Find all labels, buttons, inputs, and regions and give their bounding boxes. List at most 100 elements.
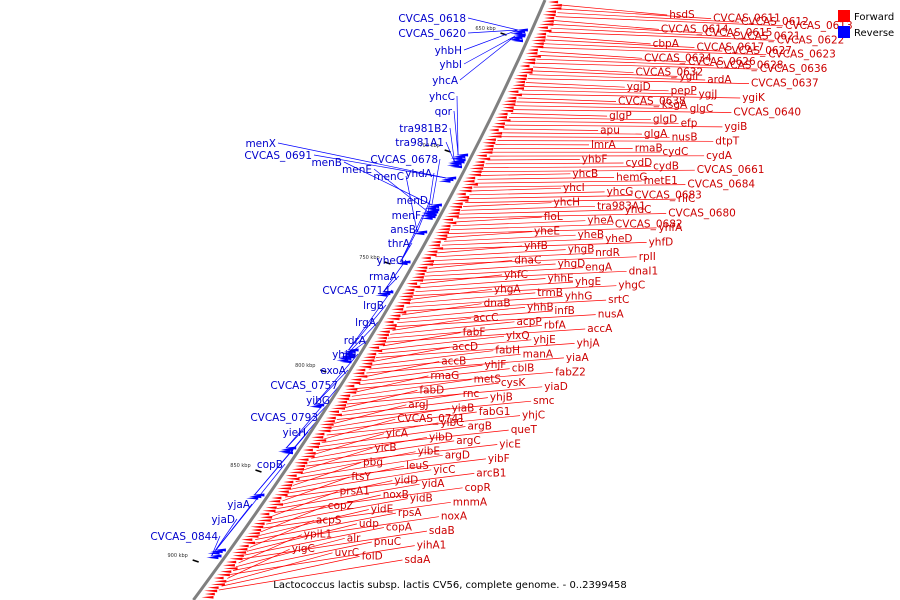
forward-gene-label: argC bbox=[456, 435, 481, 447]
reverse-gene-label: menC bbox=[373, 171, 404, 183]
leader-line bbox=[244, 527, 384, 556]
leader-line bbox=[550, 27, 731, 38]
reverse-gene-arrow bbox=[438, 179, 451, 183]
leader-line bbox=[552, 24, 703, 34]
forward-gene-arrow bbox=[495, 116, 507, 119]
forward-gene-label: yhhB bbox=[527, 301, 554, 313]
forward-gene-arrow bbox=[389, 314, 401, 317]
leader-line bbox=[383, 259, 407, 293]
leader-line bbox=[408, 292, 536, 304]
legend-swatch bbox=[838, 26, 850, 38]
forward-gene-label: yihA1 bbox=[417, 540, 447, 552]
forward-gene-label: argJ bbox=[408, 399, 428, 411]
forward-gene-arrow bbox=[320, 426, 332, 429]
leader-line bbox=[450, 223, 613, 231]
forward-gene-label: CVCAS_0637 bbox=[751, 78, 819, 90]
reverse-gene-arrow bbox=[206, 556, 219, 560]
forward-gene-arrow bbox=[319, 423, 334, 426]
leader-line bbox=[512, 109, 732, 113]
forward-gene-labels: hsdS CVCAS_0611CVCAS_0612CVCAS_0613CVCAS_… bbox=[292, 9, 853, 566]
forward-gene-arrow bbox=[256, 519, 271, 522]
forward-gene-arrow bbox=[309, 442, 321, 445]
leader-line bbox=[458, 209, 623, 215]
forward-gene-arrow bbox=[491, 125, 505, 129]
leader-line bbox=[501, 132, 642, 135]
forward-gene-label: rliC bbox=[678, 193, 695, 205]
forward-gene-arrow bbox=[413, 269, 427, 273]
forward-gene-label: yibF bbox=[488, 453, 510, 465]
forward-gene-arrow bbox=[497, 112, 508, 116]
forward-gene-arrow bbox=[490, 132, 503, 135]
forward-gene-arrow bbox=[247, 532, 260, 535]
leader-line bbox=[467, 195, 633, 200]
forward-gene-label: yhbF bbox=[582, 153, 608, 165]
forward-gene-arrow bbox=[381, 327, 396, 330]
forward-gene-arrow bbox=[399, 298, 411, 301]
forward-gene-label: cydC bbox=[662, 146, 688, 158]
leader-line bbox=[532, 66, 634, 74]
forward-gene-label: fabZ2 bbox=[555, 366, 586, 378]
reverse-gene-arrow bbox=[207, 551, 220, 555]
leader-line bbox=[469, 191, 605, 196]
reverse-gene-arrow bbox=[446, 163, 459, 167]
forward-gene-arrow bbox=[536, 26, 548, 29]
forward-gene-label: yidD bbox=[394, 475, 418, 487]
scale-tick bbox=[192, 559, 199, 563]
forward-gene-arrow bbox=[483, 144, 494, 148]
leader-line bbox=[230, 545, 415, 575]
reverse-gene-arrow bbox=[424, 206, 437, 210]
reverse-gene-label: CVCAS_0691 bbox=[244, 150, 312, 162]
forward-gene-arrow bbox=[440, 224, 451, 228]
leader-line bbox=[277, 142, 447, 179]
forward-gene-label: cydA bbox=[706, 150, 733, 162]
reverse-gene-arrow bbox=[284, 446, 297, 450]
forward-gene-label: CVCAS_0640 bbox=[733, 107, 801, 119]
forward-gene-label: accD bbox=[452, 341, 478, 353]
forward-gene-arrow bbox=[512, 84, 525, 87]
forward-gene-label: CVCAS_0632 bbox=[636, 67, 704, 79]
leader-line bbox=[375, 343, 575, 358]
leader-line bbox=[419, 274, 503, 285]
forward-gene-arrow bbox=[467, 173, 481, 177]
forward-gene-arrow bbox=[274, 493, 288, 497]
forward-gene-arrow bbox=[220, 570, 232, 573]
leader-line bbox=[426, 263, 556, 273]
forward-gene-label: CVCAS_0683 bbox=[634, 190, 702, 202]
forward-gene-arrow bbox=[377, 336, 387, 340]
leader-line bbox=[461, 205, 596, 211]
leader-line bbox=[410, 288, 492, 300]
forward-gene-arrow bbox=[223, 567, 238, 570]
forward-gene-label: argB bbox=[468, 421, 492, 433]
forward-gene-arrow bbox=[435, 231, 449, 234]
forward-gene-label: arcB1 bbox=[476, 467, 506, 479]
forward-gene-label: acpP bbox=[517, 316, 542, 328]
forward-gene-arrow bbox=[455, 192, 466, 196]
forward-gene-arrow bbox=[513, 77, 527, 81]
leader-line bbox=[274, 487, 463, 513]
reverse-gene-label: menE bbox=[342, 164, 372, 176]
forward-gene-label: engA bbox=[585, 262, 613, 274]
reverse-gene-arrow bbox=[278, 449, 291, 453]
forward-gene-arrow bbox=[280, 484, 293, 487]
leader-line bbox=[303, 447, 373, 471]
forward-gene-label: dnaB bbox=[484, 298, 511, 310]
leader-line bbox=[341, 393, 461, 413]
leader-line bbox=[285, 384, 341, 449]
leader-line bbox=[479, 173, 571, 176]
forward-gene-label: dtpT bbox=[715, 135, 739, 147]
leader-line bbox=[449, 127, 455, 163]
leader-line bbox=[344, 390, 418, 409]
leader-line bbox=[313, 369, 349, 406]
forward-gene-arrow bbox=[427, 244, 440, 247]
forward-gene-label: yhcH bbox=[554, 197, 581, 209]
leader-line bbox=[241, 530, 427, 560]
forward-gene-arrow bbox=[533, 36, 546, 39]
reverse-gene-label: CVCAS_0757 bbox=[270, 380, 338, 392]
leader-line bbox=[534, 62, 758, 70]
leader-line bbox=[518, 97, 617, 102]
leader-line bbox=[557, 12, 740, 23]
forward-gene-arrow bbox=[347, 381, 361, 385]
forward-gene-arrow bbox=[361, 362, 373, 365]
forward-gene-arrow bbox=[478, 151, 493, 154]
forward-gene-arrow bbox=[419, 263, 434, 266]
